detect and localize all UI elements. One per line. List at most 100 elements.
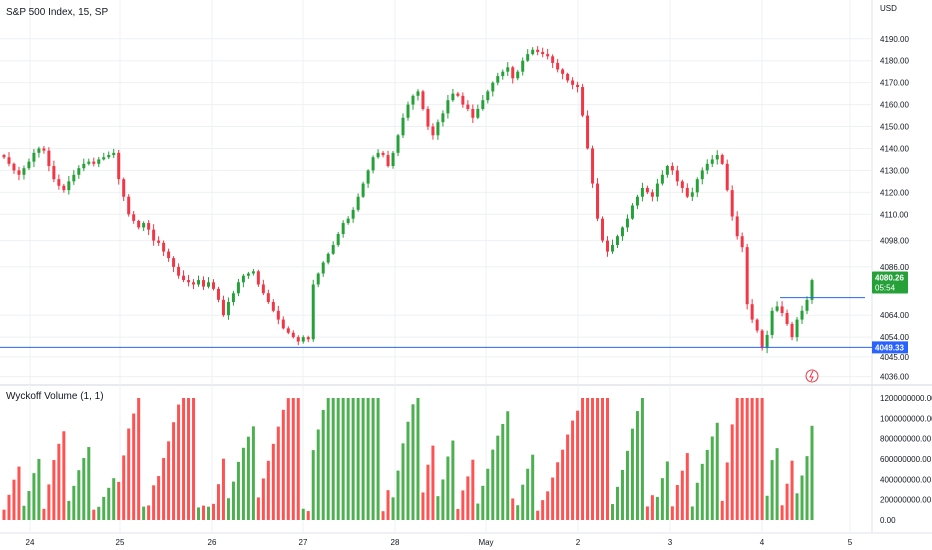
volume-bar — [680, 470, 684, 520]
volume-bar — [97, 506, 101, 520]
volume-bar — [521, 484, 525, 520]
indicator-title[interactable]: Wyckoff Volume (1, 1) — [6, 391, 104, 402]
candle-body — [680, 181, 684, 188]
candle-body — [42, 148, 46, 151]
volume-bar — [2, 509, 6, 520]
candle-body — [640, 187, 644, 197]
volume-tick-label: 800000000.00 — [880, 435, 932, 444]
time-tick-label: 28 — [391, 538, 400, 547]
candle-body — [381, 152, 385, 156]
price-tick-label: 4064.00 — [880, 311, 909, 320]
candle-body — [2, 155, 6, 158]
volume-bar — [670, 506, 674, 520]
time-tick-label: 25 — [116, 538, 125, 547]
volume-bar — [536, 510, 540, 520]
symbol-title[interactable]: S&P 500 Index, 15, SP — [6, 7, 109, 18]
volume-bar — [192, 398, 196, 520]
candle-body — [561, 69, 565, 74]
volume-bar — [571, 420, 575, 520]
volume-bar — [625, 450, 629, 520]
volume-bar — [211, 503, 215, 520]
volume-bar — [630, 428, 634, 520]
candle-body — [401, 117, 405, 136]
candle-body — [491, 82, 495, 92]
volume-tick-label: 1200000000.00 — [880, 394, 932, 403]
volume-bar — [47, 484, 51, 520]
candle-body — [7, 157, 11, 164]
candle-body — [17, 170, 21, 175]
volume-bar — [391, 497, 395, 520]
volume-bar — [491, 449, 495, 520]
candle-body — [685, 187, 689, 197]
candle-body — [241, 275, 245, 283]
volume-bar — [226, 498, 230, 520]
candle-body — [620, 227, 624, 237]
candle-body — [466, 104, 470, 109]
volume-bar — [52, 460, 56, 520]
volume-bar — [202, 505, 206, 520]
volume-bar — [112, 478, 116, 520]
volume-bar — [296, 398, 300, 520]
volume-bar — [476, 503, 480, 520]
candle-body — [216, 288, 220, 300]
volume-bar — [660, 478, 664, 520]
candle-body — [536, 49, 540, 52]
time-tick-label: 2 — [576, 538, 581, 547]
volume-bar — [566, 434, 570, 520]
candle-body — [231, 293, 235, 303]
candle-body — [526, 54, 530, 61]
last-price-label: 4080.26 — [875, 274, 904, 283]
price-tick-label: 4036.00 — [880, 373, 909, 382]
candle-body — [187, 280, 191, 283]
volume-bar — [77, 470, 81, 520]
volume-bar — [256, 497, 260, 520]
candle-body — [371, 157, 375, 171]
volume-bar — [336, 398, 340, 520]
volume-bar — [606, 398, 610, 520]
countdown-label: 05:54 — [875, 284, 896, 293]
volume-bar — [486, 468, 490, 520]
volume-bar — [152, 485, 156, 520]
candle-body — [725, 163, 729, 191]
volume-bar — [635, 411, 639, 520]
candle-body — [416, 91, 420, 96]
volume-bar — [436, 496, 440, 520]
volume-bar — [461, 490, 465, 520]
candle-body — [177, 266, 181, 276]
time-tick-label: 24 — [26, 538, 35, 547]
candle-body — [705, 163, 709, 171]
volume-bar — [231, 481, 235, 520]
volume-bar — [236, 461, 240, 520]
volume-tick-label: 600000000.00 — [880, 455, 932, 464]
volume-bar — [216, 484, 220, 520]
volume-tick-label: 200000000.00 — [880, 496, 932, 505]
volume-bar — [271, 443, 275, 520]
time-tick-label: 4 — [760, 538, 765, 547]
price-tick-label: 4150.00 — [880, 123, 909, 132]
price-tick-label: 4190.00 — [880, 35, 909, 44]
candle-body — [206, 282, 210, 287]
candle-body — [541, 51, 545, 55]
volume-bar — [705, 449, 709, 520]
volume-bar — [710, 436, 714, 520]
volume-bar — [326, 398, 330, 520]
volume-bar — [27, 491, 31, 520]
volume-bar — [431, 445, 435, 520]
lightning-icon — [809, 370, 814, 382]
candle-body — [775, 306, 779, 311]
volume-bar — [147, 505, 151, 520]
volume-bar — [615, 486, 619, 520]
candle-body — [665, 166, 669, 175]
volume-bar — [601, 398, 605, 520]
volume-bar — [187, 398, 191, 520]
candle-body — [650, 192, 654, 197]
volume-bar — [645, 506, 649, 520]
candle-body — [346, 218, 350, 224]
volume-bar — [516, 505, 520, 520]
price-tick-label: 4086.00 — [880, 263, 909, 272]
volume-bar — [466, 476, 470, 520]
candle-body — [97, 159, 101, 164]
time-tick-label: 26 — [208, 538, 217, 547]
horizontal-line-label: 4049.33 — [875, 343, 904, 352]
